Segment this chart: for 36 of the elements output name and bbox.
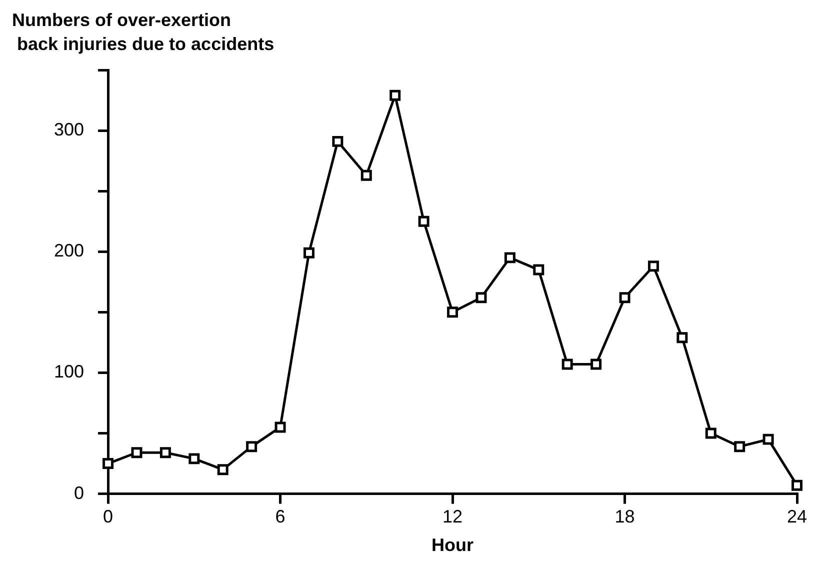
point <box>303 247 314 258</box>
point <box>188 453 200 464</box>
point <box>476 292 487 304</box>
point <box>217 464 228 476</box>
point <box>562 358 573 370</box>
point <box>360 170 372 181</box>
x-tick-label: 18 <box>614 506 635 527</box>
chart-title: Numbers of over-exertion back injuries due to accidents <box>12 9 274 56</box>
y-tick-label: 300 <box>54 120 84 140</box>
point <box>102 458 114 470</box>
point <box>762 434 774 445</box>
point <box>332 136 344 147</box>
x-axis-title: Hour <box>432 535 474 556</box>
point <box>705 428 716 439</box>
point <box>648 260 659 272</box>
x-tick-label: 6 <box>275 506 286 527</box>
x-tick-label: 0 <box>103 506 114 527</box>
point <box>160 447 171 458</box>
point <box>792 480 802 491</box>
point <box>619 292 630 304</box>
point <box>734 441 746 452</box>
point <box>418 216 430 227</box>
x-tick-label: 24 <box>786 506 808 527</box>
point <box>390 90 401 101</box>
point <box>590 358 602 370</box>
point <box>246 441 258 452</box>
point <box>447 306 458 318</box>
x-tick-label: 12 <box>442 506 463 527</box>
y-tick-label: 0 <box>74 482 84 503</box>
y-tick-label: 200 <box>54 240 84 261</box>
point <box>131 447 142 458</box>
point <box>676 332 688 344</box>
y-tick-label: 100 <box>54 362 84 382</box>
point <box>533 264 544 276</box>
point <box>274 422 286 433</box>
point <box>504 252 516 264</box>
